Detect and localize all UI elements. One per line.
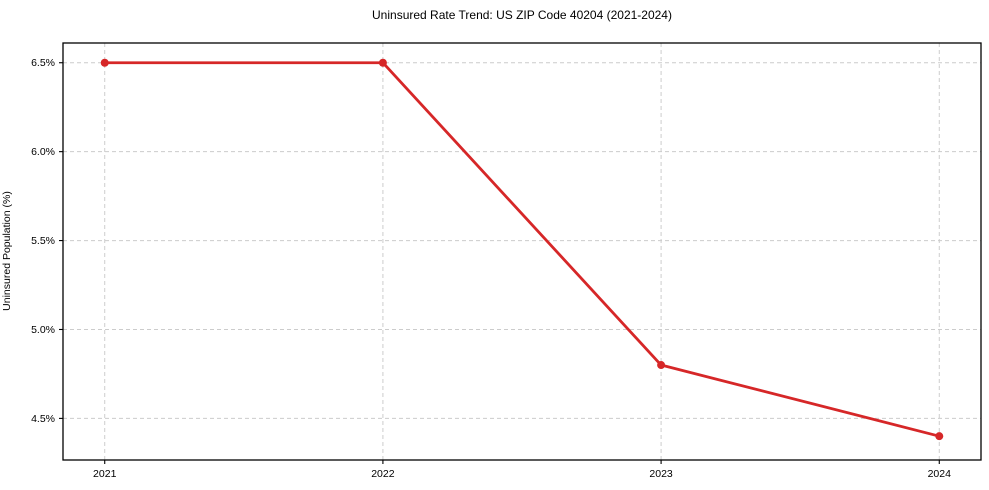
- data-point-2024: [935, 432, 944, 441]
- data-point-2021: [100, 58, 109, 67]
- chart-title: Uninsured Rate Trend: US ZIP Code 40204 …: [372, 8, 672, 22]
- x-tick-label: 2024: [928, 468, 952, 480]
- data-point-2023: [657, 361, 666, 370]
- y-tick-label: 5.0%: [31, 324, 55, 336]
- trend-line: [103, 61, 941, 438]
- y-tick-label: 5.5%: [31, 235, 55, 247]
- x-tick-label: 2022: [371, 468, 395, 480]
- data-point-2022: [378, 58, 387, 67]
- x-tick-label: 2023: [649, 468, 673, 480]
- plot-border: [62, 42, 982, 461]
- y-tick-label: 6.5%: [31, 57, 55, 69]
- y-tick-label: 4.5%: [31, 413, 55, 425]
- x-tick-label: 2021: [93, 468, 117, 480]
- y-tick-label: 6.0%: [31, 146, 55, 158]
